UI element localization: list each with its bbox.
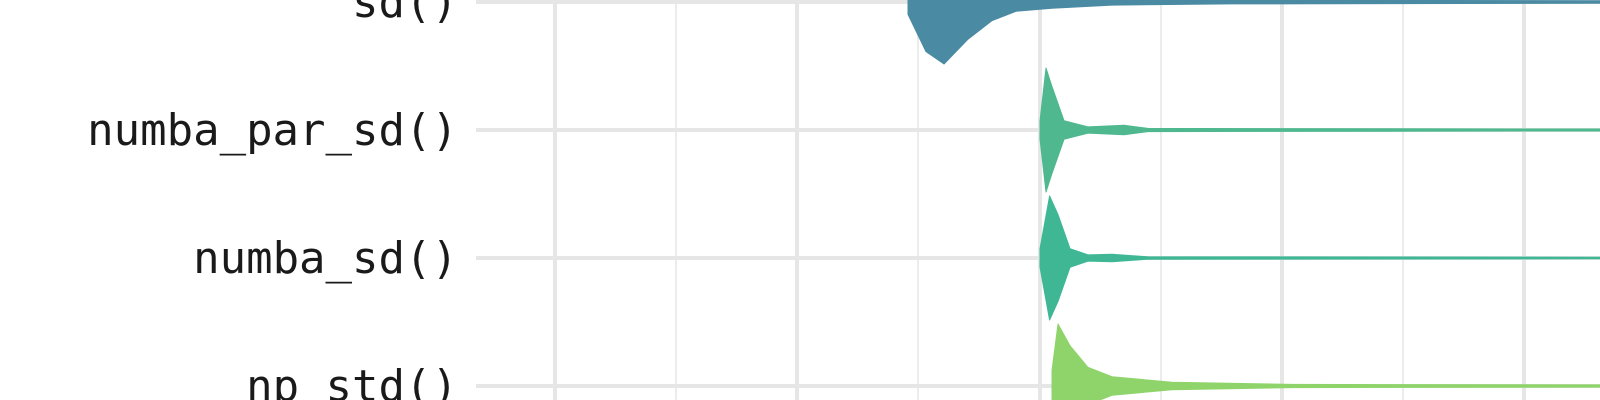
violin-sd [907,0,1600,65]
grid-lines [476,0,1600,400]
y-tick-label: numba_sd() [193,233,458,284]
y-tick-label: sd() [352,0,458,28]
y-tick-label: np_std() [246,361,458,400]
y-tick-labels: sd() numba_par_sd() numba_sd() np_std() [87,0,458,400]
violin-np-std [1051,323,1600,400]
violin-numba-sd [1039,195,1600,321]
y-tick-label: numba_par_sd() [87,105,458,156]
violins [907,0,1600,400]
violin-numba-par-sd [1039,67,1600,193]
